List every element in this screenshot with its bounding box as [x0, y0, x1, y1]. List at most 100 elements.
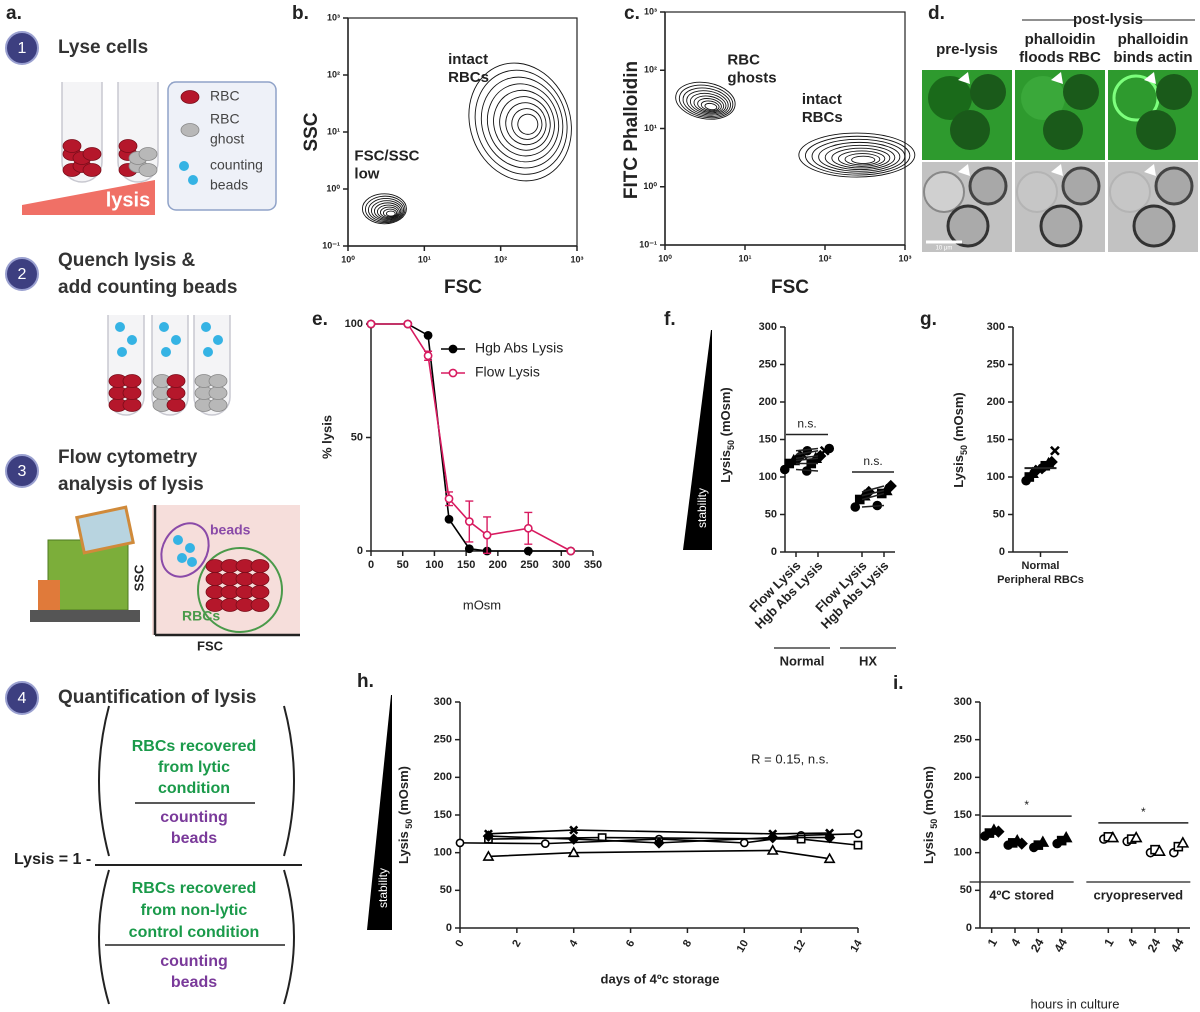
series-line	[371, 323, 571, 552]
category-label: 44	[1051, 936, 1070, 955]
contour	[511, 108, 543, 140]
cell-outline	[923, 171, 965, 213]
x-tick-label: 10	[735, 938, 752, 955]
x-tick-label: 300	[552, 559, 570, 571]
axis-title: days of 4ºc storage	[601, 971, 720, 986]
category-label: 44	[1168, 936, 1187, 955]
axis-title: hours in culture	[1031, 996, 1120, 1011]
bead	[159, 322, 169, 332]
panel-label: i.	[893, 673, 904, 694]
y-tick-label: 0	[966, 922, 972, 934]
legend-rbc	[180, 90, 200, 104]
population-label: low	[354, 166, 379, 183]
arrowhead	[1051, 72, 1063, 84]
contour	[837, 150, 886, 167]
marker	[1015, 837, 1028, 850]
axis-title: SSC	[301, 112, 322, 151]
panel-label: h.	[357, 671, 374, 692]
legend-text: RBC	[210, 88, 240, 104]
x-tick-label: 200	[489, 559, 507, 571]
axis-title: mOsm	[463, 597, 501, 612]
y-tick-label: 50	[765, 508, 777, 520]
contour	[818, 141, 901, 172]
contour	[700, 100, 720, 112]
pair-line	[861, 492, 885, 501]
cell-shadow	[1136, 110, 1176, 150]
category-label: 4	[1008, 936, 1024, 949]
y-tick-label: 10³	[327, 12, 340, 22]
y-tick-label: 10⁰	[643, 181, 657, 191]
axis-title: FSC	[197, 638, 224, 653]
contour	[704, 102, 718, 111]
formula-text: beads	[171, 974, 217, 991]
marker	[444, 494, 454, 504]
panel-label: b.	[292, 3, 309, 24]
y-tick-label: 0	[771, 546, 777, 558]
marker	[523, 523, 533, 533]
marker	[1129, 830, 1143, 843]
marker	[444, 514, 454, 524]
axis-title: FITC Phalloidin	[621, 61, 642, 199]
cell	[118, 139, 138, 153]
axis-title: FSC	[444, 277, 482, 298]
x-tick-label: 50	[397, 559, 409, 571]
population-label: RBCs	[802, 109, 843, 126]
legend-text: RBC	[210, 111, 240, 127]
formula-text: RBCs recovered	[132, 738, 257, 755]
y-tick-label: 50	[351, 431, 363, 443]
marker	[653, 837, 665, 849]
x-tick-label: 10⁰	[341, 254, 355, 264]
pair-line	[795, 449, 819, 456]
x-tick-label: 350	[584, 559, 602, 571]
stability-label: stability	[376, 868, 390, 908]
marker	[824, 443, 835, 454]
legend-label: Flow Lysis	[475, 364, 540, 380]
y-tick-label: 10¹	[644, 123, 657, 133]
significance-label: n.s.	[863, 454, 882, 468]
annotation: R = 0.15, n.s.	[751, 751, 829, 766]
cell-shadow	[970, 74, 1006, 110]
y-tick-label: 10⁻¹	[639, 239, 657, 249]
cytometer-screen	[75, 505, 135, 555]
cell-shadow	[928, 76, 972, 120]
paren	[98, 705, 110, 857]
contour	[824, 144, 896, 171]
population-label: RBCs	[448, 69, 489, 86]
y-tick-label: 300	[954, 696, 972, 708]
cell	[166, 386, 186, 400]
axis-title: FSC	[771, 277, 809, 298]
y-tick-label: 10³	[644, 6, 657, 16]
bead	[179, 161, 189, 171]
contour	[487, 83, 560, 163]
cell	[250, 598, 270, 612]
y-tick-label: 150	[954, 809, 972, 821]
marker	[482, 850, 495, 861]
cell-outline	[1132, 204, 1176, 248]
contour	[693, 95, 725, 114]
y-tick-label: 300	[987, 321, 1005, 333]
contour	[517, 113, 539, 135]
contour	[831, 147, 891, 169]
y-tick-label: 100	[954, 847, 972, 859]
legend-ghost	[180, 123, 200, 137]
formula-text: condition	[158, 780, 230, 797]
y-tick-label: 200	[987, 396, 1005, 408]
contour	[474, 69, 568, 175]
cell	[250, 585, 270, 599]
x-tick-label: 10⁰	[658, 253, 672, 263]
axis-title-sub: 50	[959, 445, 969, 455]
step-badge	[5, 31, 39, 65]
x-tick-label: 100	[425, 559, 443, 571]
formula-text: from non-lytic	[141, 902, 248, 919]
cell	[62, 139, 82, 153]
column-title: pre-lysis	[936, 41, 998, 58]
marker	[566, 546, 576, 556]
marker	[884, 479, 897, 493]
pair-line	[795, 468, 819, 472]
bead	[173, 535, 183, 545]
formula-text: counting	[160, 953, 228, 970]
axis-title-part: Lysis	[718, 450, 733, 483]
marker	[823, 852, 836, 864]
column-title: floods RBC	[1019, 49, 1101, 66]
category-label: 1	[1101, 936, 1117, 949]
